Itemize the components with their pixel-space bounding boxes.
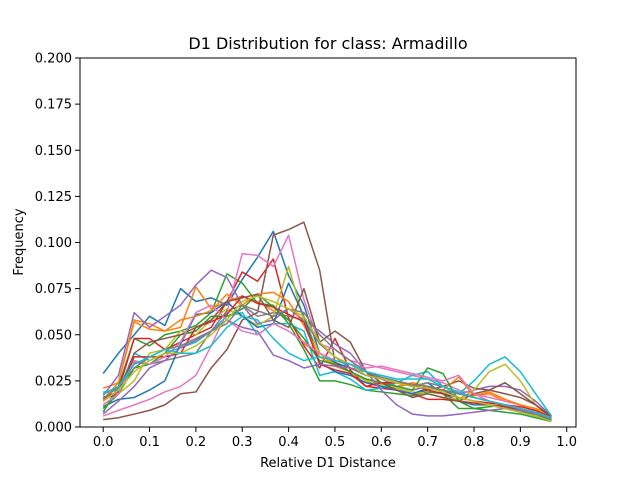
x-tick-label: 0.2 xyxy=(186,435,207,450)
x-tick-label: 0.7 xyxy=(417,435,438,450)
series-line-13 xyxy=(102,293,552,423)
chart-title: D1 Distribution for class: Armadillo xyxy=(188,34,467,53)
x-tick-label: 0.6 xyxy=(371,435,392,450)
y-tick-label: 0.100 xyxy=(35,236,72,251)
y-tick-label: 0.125 xyxy=(35,190,72,205)
series-line-9 xyxy=(102,265,552,421)
y-tick-label: 0.150 xyxy=(35,144,72,159)
y-tick-label: 0.025 xyxy=(35,374,72,389)
y-tick-label: 0.000 xyxy=(35,421,72,436)
x-axis: 0.0 0.1 0.2 0.3 0.4 0.5 0.6 0.7 0.8 0.9 1.0 xyxy=(93,427,577,450)
x-tick-label: 0.3 xyxy=(232,435,253,450)
x-tick-label: 0.1 xyxy=(139,435,160,450)
y-axis: 0.000 0.025 0.050 0.075 0.100 0.125 0.150 0.175… xyxy=(35,52,80,436)
series-line-15 xyxy=(102,319,552,419)
y-axis-label: Frequency xyxy=(12,208,27,275)
x-tick-label: 0.0 xyxy=(93,435,114,450)
series-line-17 xyxy=(102,304,552,421)
series-line-20 xyxy=(102,315,552,419)
y-tick-label: 0.050 xyxy=(35,328,72,343)
x-tick-label: 0.8 xyxy=(464,435,485,450)
series-line-6 xyxy=(103,221,552,421)
x-axis-label: Relative D1 Distance xyxy=(260,456,396,471)
y-tick-label: 0.075 xyxy=(35,282,72,297)
series-layer xyxy=(102,221,553,423)
x-tick-label: 1.0 xyxy=(556,435,577,450)
x-tick-label: 0.9 xyxy=(510,435,531,450)
x-tick-label: 0.5 xyxy=(325,435,346,450)
y-tick-label: 0.200 xyxy=(35,52,72,67)
series-line-4 xyxy=(102,258,552,419)
series-line-16 xyxy=(102,287,552,419)
y-tick-label: 0.175 xyxy=(35,98,72,113)
x-tick-label: 0.4 xyxy=(278,435,299,450)
